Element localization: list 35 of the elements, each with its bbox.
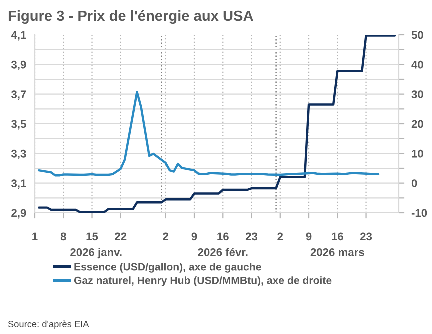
x-tick-label: 8 (60, 232, 66, 241)
line-series (38, 91, 380, 177)
y-tick-label: 3,3 (11, 150, 26, 160)
x-tick-label: 9 (192, 232, 198, 241)
y-tick-label: 2,9 (12, 209, 26, 219)
x-tick-label: 1 (32, 232, 38, 240)
y2-tick-label: 40 (412, 60, 424, 69)
y2-tick-label: 10 (412, 150, 424, 158)
y2-tick-label: 50 (412, 31, 424, 40)
legend-label: Gaz naturel, Henry Hub (USD/MMBtu), axe de droite (74, 276, 332, 286)
y-tick-label: 3,1 (11, 180, 26, 190)
y2-tick-label: 30 (412, 90, 424, 98)
x-tick-label: 23 (246, 232, 258, 241)
legend-label: Essence (USD/gallon), axe de gauche (74, 263, 262, 273)
x-tick-label: 9 (306, 232, 312, 241)
x-tick-label: 22 (115, 232, 127, 240)
chart-title: Figure 3 - Prix de l'énergie aux USA (8, 10, 254, 24)
source-note: Source: d'après EIA (8, 320, 90, 330)
x-tick-label: 16 (218, 232, 229, 241)
x2-tick-label: 2026 mars (310, 248, 364, 256)
x-tick-label: 2 (278, 232, 284, 240)
y-tick-label: 3,7 (11, 90, 26, 100)
x-tick-label: 15 (86, 232, 98, 241)
x-tick-label: 23 (360, 232, 372, 241)
x-tick-label: 2 (163, 232, 169, 240)
x2-tick-label: 2026 janv. (70, 248, 122, 259)
line-series (38, 35, 396, 213)
y-tick-label: 4,1 (11, 31, 26, 41)
y2-tick-label: -10 (412, 209, 428, 218)
y2-tick-label: 20 (412, 120, 424, 128)
y-tick-label: 3,5 (11, 120, 26, 130)
y2-tick-label: 0 (412, 180, 418, 188)
x2-tick-label: 2026 févr. (198, 248, 248, 256)
y-tick-label: 3,9 (11, 60, 26, 70)
x-tick-label: 16 (332, 232, 344, 241)
